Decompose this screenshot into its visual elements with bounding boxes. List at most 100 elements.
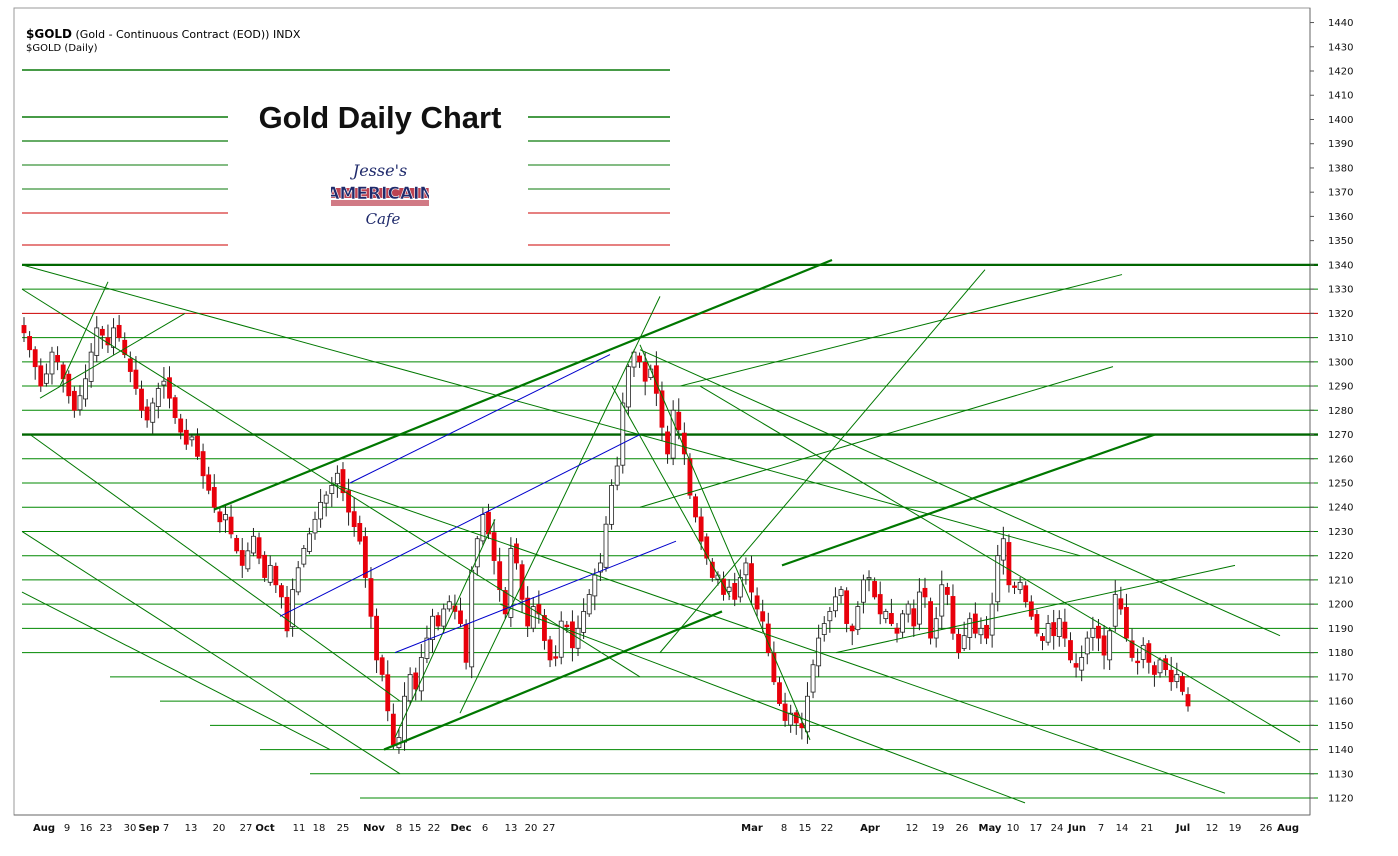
candle-body	[777, 682, 782, 704]
candle-body	[950, 596, 956, 634]
candle-body	[362, 536, 368, 578]
candle-body	[771, 652, 777, 683]
candle-body	[704, 536, 710, 559]
candle-body	[597, 562, 603, 573]
candle-body	[390, 713, 396, 746]
x-tick-label: 13	[185, 823, 198, 834]
candle-body	[1056, 618, 1062, 638]
candle-body	[1028, 601, 1034, 617]
candle-body	[83, 378, 88, 400]
candle-body	[637, 355, 642, 363]
candle-body	[564, 624, 570, 628]
y-tick-label: 1360	[1328, 212, 1353, 223]
candle-body	[553, 656, 559, 659]
candle-body	[855, 606, 861, 631]
candle-body	[1163, 658, 1169, 670]
x-tick-label: 7	[163, 823, 169, 834]
candle-body	[49, 351, 55, 375]
candle-body	[956, 633, 961, 654]
candle-body	[788, 712, 794, 726]
trendline	[21, 531, 401, 775]
x-tick-label: 16	[80, 823, 93, 834]
trendline	[699, 385, 1301, 743]
candle-body	[877, 594, 883, 615]
candle-body	[961, 635, 967, 649]
y-tick-label: 1440	[1328, 18, 1353, 29]
x-tick-label: 13	[505, 823, 518, 834]
candle-body	[1012, 585, 1017, 588]
y-tick-label: 1240	[1328, 503, 1353, 514]
y-tick-label: 1260	[1328, 454, 1353, 465]
x-tick-label: 15	[799, 823, 812, 834]
candle-body	[435, 615, 441, 627]
x-tick-label: 22	[821, 823, 834, 834]
candle-body	[586, 594, 592, 615]
candle-body	[27, 336, 33, 351]
candle-body	[939, 584, 945, 617]
trendline	[499, 603, 1026, 804]
chart-annotation-title: Gold Daily Chart	[258, 100, 502, 135]
candle-body	[614, 465, 620, 486]
candle-body	[407, 674, 413, 702]
candle-body	[888, 613, 894, 624]
candle-body	[905, 603, 911, 615]
candle-body	[267, 564, 273, 583]
candle-body	[368, 578, 374, 617]
candle-body	[1174, 674, 1180, 682]
y-tick-label: 1410	[1328, 91, 1353, 102]
y-tick-label: 1420	[1328, 67, 1353, 78]
y-tick-label: 1220	[1328, 551, 1353, 562]
y-tick-label: 1170	[1328, 672, 1353, 683]
candle-body	[547, 639, 553, 661]
candle-body	[1062, 621, 1068, 639]
x-tick-label: 20	[213, 823, 226, 834]
channel-line	[279, 434, 641, 617]
candle-body	[525, 597, 531, 627]
svg-text:Cafe: Cafe	[366, 210, 401, 228]
candle-body	[430, 615, 435, 641]
candle-body	[900, 613, 906, 633]
x-tick-label: 6	[482, 823, 488, 834]
x-tick-label: Aug	[33, 823, 55, 834]
candle-body	[318, 501, 324, 520]
candle-body	[1135, 660, 1141, 664]
candle-body	[609, 485, 615, 525]
x-tick-label: 9	[64, 823, 70, 834]
candle-body	[38, 365, 44, 387]
channel-line	[349, 354, 611, 484]
candle-body	[189, 436, 195, 441]
candle-body	[721, 578, 726, 595]
candle-body	[245, 550, 251, 570]
candle-body	[849, 625, 855, 632]
candle-body	[1040, 636, 1045, 641]
candle-body	[323, 494, 329, 504]
candle-body	[150, 402, 156, 423]
candle-body	[631, 351, 637, 368]
candle-body	[1168, 669, 1174, 683]
candle-body	[88, 351, 94, 382]
candle-body	[514, 543, 519, 564]
candle-body	[228, 516, 234, 535]
x-tick-label: 11	[293, 823, 306, 834]
candle-body	[558, 620, 564, 658]
candle-body	[424, 637, 430, 659]
candle-body	[765, 623, 771, 654]
candle-body	[967, 618, 973, 638]
candle-body	[111, 327, 116, 348]
candle-body	[351, 511, 357, 528]
candle-body	[116, 324, 122, 338]
y-tick-label: 1330	[1328, 285, 1353, 296]
candle-body	[659, 390, 665, 428]
y-tick-label: 1160	[1328, 697, 1353, 708]
candle-body	[821, 623, 827, 635]
y-tick-label: 1300	[1328, 357, 1353, 368]
x-tick-label: 12	[1206, 823, 1219, 834]
candle-body	[581, 611, 587, 633]
x-tick-label: 12	[906, 823, 919, 834]
candle-body	[295, 567, 301, 593]
x-tick-label: Aug	[1277, 823, 1299, 834]
candle-body	[1084, 637, 1090, 655]
candle-body	[306, 533, 312, 552]
x-tick-label: 19	[1229, 823, 1242, 834]
